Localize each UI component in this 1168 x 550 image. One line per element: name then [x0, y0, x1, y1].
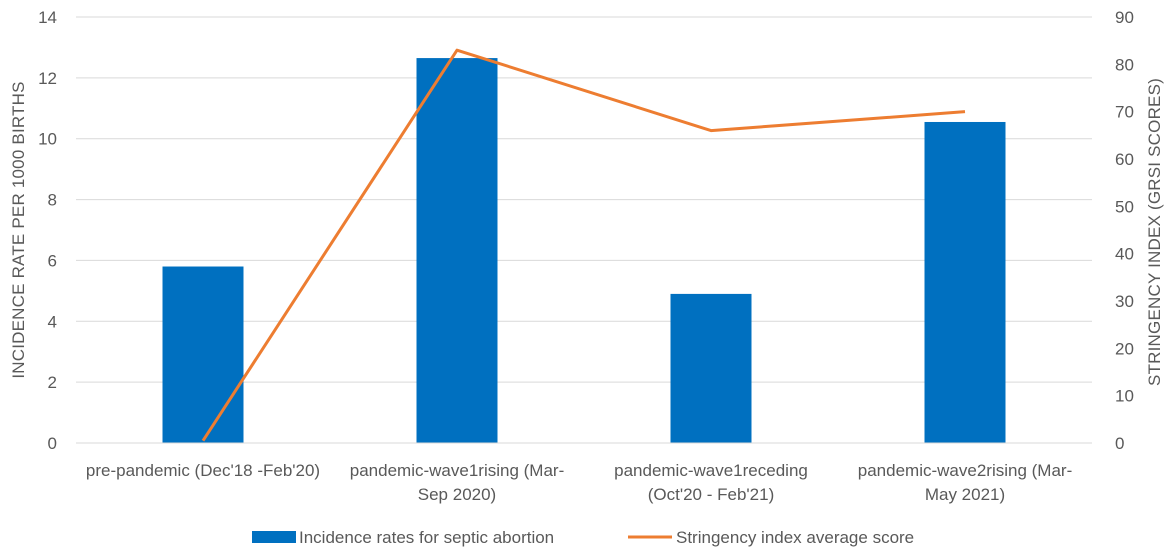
y-tick-label: 0: [48, 434, 57, 453]
gridlines: [76, 16, 1092, 383]
y2-tick-label: 30: [1115, 292, 1134, 311]
y2-tick-label: 10: [1115, 387, 1134, 406]
y2-tick-label: 60: [1115, 150, 1134, 169]
x-category-label: pandemic-wave1rising (Mar-: [350, 461, 564, 480]
bar: [162, 266, 244, 443]
y-axis-title: INCIDENCE RATE PER 1000 BIRTHS: [9, 81, 28, 378]
x-category-label: May 2021): [925, 485, 1005, 504]
legend-label-bars: Incidence rates for septic abortion: [299, 528, 554, 547]
y-tick-label: 8: [48, 191, 57, 210]
x-category-label: pandemic-wave1receding: [614, 461, 808, 480]
x-category-label: pandemic-wave2rising (Mar-: [858, 461, 1072, 480]
legend-swatch-bars: [252, 531, 296, 543]
bar-series: [162, 58, 1006, 443]
y-tick-label: 10: [38, 130, 57, 149]
y-tick-label: 14: [38, 8, 57, 27]
x-category-label: pre-pandemic (Dec'18 -Feb'20): [86, 461, 320, 480]
bar: [416, 58, 498, 443]
y2-axis-tick-labels: 0 10 20 30 40 50 60 70 80 90: [1115, 8, 1134, 453]
y2-axis-title: STRINGENCY INDEX (GRSI SCORES): [1145, 78, 1164, 386]
bar: [924, 121, 1006, 443]
x-category-label: (Oct'20 - Feb'21): [648, 485, 774, 504]
y2-tick-label: 90: [1115, 8, 1134, 27]
y-tick-label: 4: [48, 312, 57, 331]
legend-label-line: Stringency index average score: [676, 528, 914, 547]
y-axis-tick-labels: 0 2 4 6 8 10 12 14: [38, 8, 57, 453]
y2-tick-label: 40: [1115, 245, 1134, 264]
y2-tick-label: 50: [1115, 197, 1134, 216]
y2-tick-label: 0: [1115, 434, 1124, 453]
y-tick-label: 2: [48, 373, 57, 392]
stringency-line: [201, 48, 966, 442]
y2-tick-label: 20: [1115, 339, 1134, 358]
x-category-label: Sep 2020): [418, 485, 496, 504]
line-series: [201, 48, 966, 442]
category-labels: pre-pandemic (Dec'18 -Feb'20) pandemic-wa…: [86, 461, 1072, 504]
y2-tick-label: 80: [1115, 55, 1134, 74]
y2-tick-label: 70: [1115, 103, 1134, 122]
legend: Incidence rates for septic abortion Stri…: [252, 528, 914, 547]
y-tick-label: 6: [48, 251, 57, 270]
y-tick-label: 12: [38, 69, 57, 88]
bar: [670, 293, 752, 443]
